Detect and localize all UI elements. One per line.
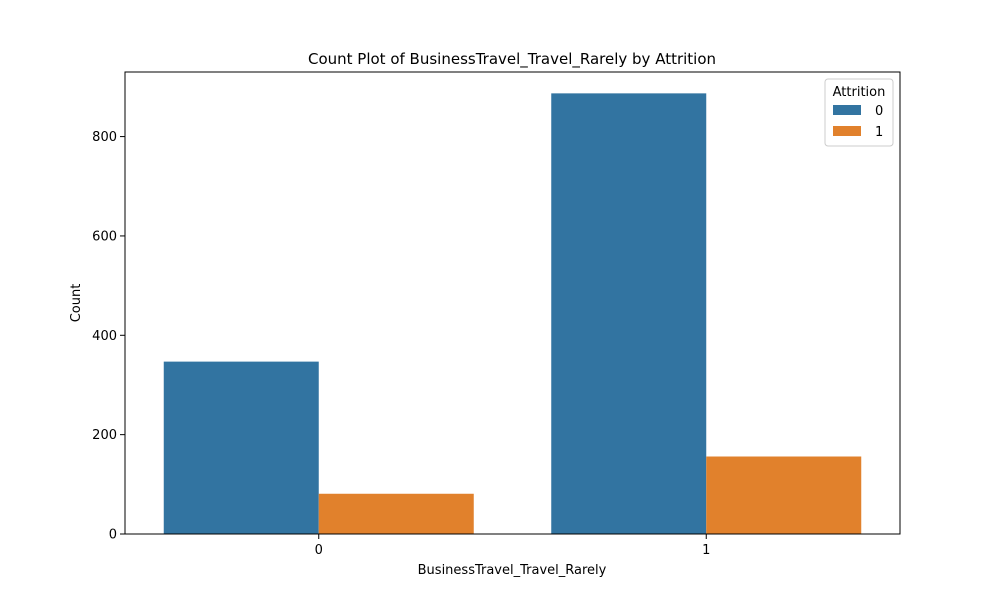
bar-x0-attrition0 [163,361,319,534]
legend-title: Attrition [833,85,886,100]
bars-layer [163,93,862,535]
y-axis-label: Count [69,284,84,323]
x-tick-label: 0 [315,543,323,558]
bar-x1-attrition1 [706,456,862,534]
legend-label-0: 0 [875,104,883,119]
x-tick-label: 1 [702,543,710,558]
legend-swatch-0 [833,105,861,115]
y-tick-label: 400 [92,329,117,344]
y-axis: 0 200 400 600 800 [92,130,125,543]
y-tick-label: 200 [92,428,117,443]
bar-x0-attrition1 [318,493,474,534]
x-axis-label: BusinessTravel_Travel_Rarely [418,563,607,578]
bar-x1-attrition0 [551,93,707,535]
legend-swatch-1 [833,126,861,136]
y-tick-label: 0 [109,528,117,543]
y-tick-label: 600 [92,229,117,244]
legend: Attrition 0 1 [824,78,894,147]
y-tick-label: 800 [92,130,117,145]
legend-label-1: 1 [875,125,883,140]
plot-frame [124,71,901,535]
chart-title: Count Plot of BusinessTravel_Travel_Rare… [308,50,716,69]
